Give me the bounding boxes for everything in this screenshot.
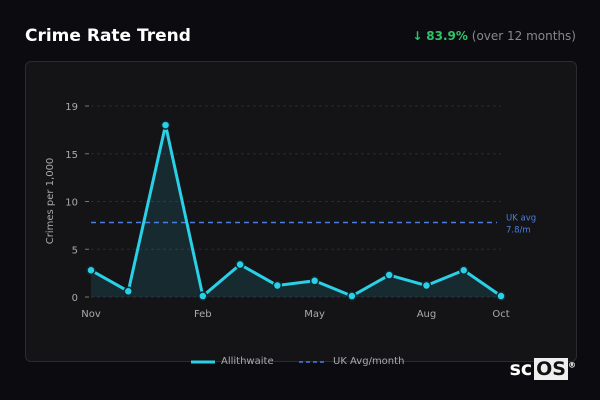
legend-avg-label: UK Avg/month (333, 356, 405, 367)
logo: sc OS ® (509, 358, 576, 380)
uk-average-label: UK avg (506, 214, 536, 224)
data-point (384, 270, 394, 280)
y-tick-label: 5 (72, 245, 78, 256)
data-point (309, 276, 320, 286)
y-axis-label: Crimes per 1,000 (45, 158, 56, 245)
x-tick-label: Oct (492, 309, 509, 320)
x-tick-label: Nov (81, 309, 101, 320)
y-tick-label: 10 (65, 198, 78, 209)
x-tick-label: Aug (417, 309, 437, 320)
page-title: Crime Rate Trend (25, 26, 191, 46)
change-percent: 83.9% (426, 29, 468, 43)
x-tick-label: May (304, 309, 325, 320)
data-point (458, 265, 469, 276)
data-point (496, 291, 506, 301)
data-point (123, 286, 134, 297)
change-summary: ↓ 83.9% (over 12 months) (412, 29, 576, 43)
data-point (160, 120, 171, 130)
data-point (235, 259, 245, 270)
series-area (91, 125, 501, 297)
data-point (421, 280, 432, 291)
series-line (90, 123, 502, 298)
chart-card (25, 61, 577, 362)
data-point (347, 291, 357, 301)
y-tick-label: 0 (72, 293, 78, 304)
down-arrow-icon: ↓ (412, 29, 423, 43)
y-tick-label: 15 (65, 150, 78, 161)
data-point (86, 265, 96, 276)
data-point (272, 280, 283, 291)
x-tick-label: Feb (194, 309, 212, 320)
change-period: (over 12 months) (471, 29, 576, 43)
uk-average-value: 7.8/m (506, 226, 531, 236)
y-tick-label: 19 (65, 102, 78, 113)
legend-series-label: Allithwaite (221, 356, 274, 367)
data-point (198, 291, 208, 301)
